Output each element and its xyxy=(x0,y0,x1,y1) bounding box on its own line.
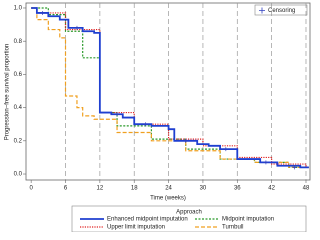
x-tick-label: 6 xyxy=(64,186,68,192)
censor-mark xyxy=(183,138,188,143)
censor-mark xyxy=(292,165,297,170)
y-tick-label: 1.0 xyxy=(14,6,23,12)
censor-mark xyxy=(223,147,228,152)
survival-line xyxy=(31,7,309,168)
x-tick-label: 42 xyxy=(268,186,275,192)
survival-line xyxy=(31,7,309,168)
x-tick-label: 48 xyxy=(303,186,310,192)
censor-mark xyxy=(74,25,79,30)
legend-label: Enhanced midpoint imputation xyxy=(107,217,188,223)
plot-frame xyxy=(25,2,311,181)
legend-title: Approach xyxy=(176,210,202,216)
censor-mark xyxy=(40,10,45,15)
legend-label: Midpoint imputation xyxy=(222,217,274,223)
y-tick-label: 0.4 xyxy=(14,105,23,111)
censor-legend-symbol xyxy=(259,7,265,14)
censor-mark xyxy=(115,112,120,117)
x-tick-label: 18 xyxy=(131,186,138,192)
censor-mark xyxy=(143,122,148,127)
x-tick-label: 0 xyxy=(29,186,33,192)
x-tick-label: 24 xyxy=(165,186,172,192)
x-tick-label: 36 xyxy=(234,186,241,192)
censor-legend-label: Censoring xyxy=(268,8,295,14)
y-tick-label: 0.8 xyxy=(14,39,23,45)
legend-label: Turnbull xyxy=(222,225,243,231)
y-tick-label: 0.6 xyxy=(14,72,23,78)
legend-box xyxy=(71,205,307,232)
chart: Time (weeks) Progression−free survival p… xyxy=(5,2,311,232)
legend-label: Upper limit imputation xyxy=(107,225,165,231)
y-tick-label: 0.0 xyxy=(14,172,23,178)
survival-line xyxy=(31,7,309,169)
x-tick-label: 12 xyxy=(97,186,104,192)
x-axis-label: Time (weeks) xyxy=(150,196,186,202)
y-tick-label: 0.2 xyxy=(14,138,23,144)
x-tick-label: 30 xyxy=(200,186,207,192)
survival-line xyxy=(31,7,309,168)
censor-legend-box xyxy=(254,4,308,16)
censor-mark xyxy=(263,160,268,165)
y-axis-label: Progression−free survival proportion xyxy=(5,44,11,141)
